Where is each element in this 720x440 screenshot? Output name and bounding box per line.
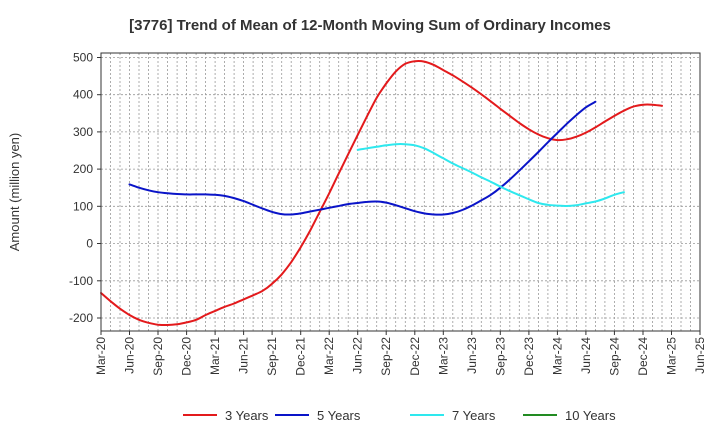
plot-area-frame xyxy=(100,52,701,332)
y-tick-label: 100 xyxy=(73,199,93,213)
y-tick-label: -100 xyxy=(69,274,93,288)
y-tick-label: 0 xyxy=(86,237,93,251)
y-tick-label: 300 xyxy=(73,125,93,139)
x-axis-ticks: Mar-20 Jun-20 Sep-20 Dec-20 Mar-21 Jun-21 Sep-… xyxy=(94,331,707,376)
x-tick-label: Sep-22 xyxy=(379,337,393,376)
legend-label-10-years: 10 Years xyxy=(565,408,616,423)
x-tick-label: Sep-20 xyxy=(151,337,165,376)
x-tick-label: Dec-24 xyxy=(636,337,650,376)
chart-title: [3776] Trend of Mean of 12-Month Moving … xyxy=(129,17,611,34)
x-tick-label: Mar-25 xyxy=(665,337,679,375)
x-tick-label: Sep-24 xyxy=(607,337,621,376)
x-tick-label: Jun-22 xyxy=(351,337,365,374)
y-tick-label: -200 xyxy=(69,311,93,325)
x-tick-label: Dec-20 xyxy=(180,337,194,376)
legend-label-3-years: 3 Years xyxy=(225,408,269,423)
legend: 3 Years 5 Years 7 Years 10 Years xyxy=(183,408,616,423)
legend-label-5-years: 5 Years xyxy=(317,408,361,423)
x-tick-label: Dec-23 xyxy=(522,337,536,376)
x-tick-label: Jun-25 xyxy=(693,337,707,374)
x-tick-label: Mar-20 xyxy=(94,337,108,375)
series-line-3-years xyxy=(100,59,663,327)
grid-lines xyxy=(101,53,700,331)
x-tick-label: Jun-21 xyxy=(237,337,251,374)
x-tick-label: Mar-23 xyxy=(436,337,450,375)
x-tick-label: Sep-23 xyxy=(493,337,507,376)
y-axis-label: Amount (million yen) xyxy=(7,133,22,252)
x-tick-label: Dec-22 xyxy=(408,337,422,376)
x-tick-label: Dec-21 xyxy=(294,337,308,376)
series-line-5-years xyxy=(128,100,597,216)
x-tick-label: Sep-21 xyxy=(265,337,279,376)
x-tick-label: Jun-23 xyxy=(465,337,479,374)
series-lines xyxy=(100,59,663,327)
series-line-7-years xyxy=(356,143,625,207)
x-tick-label: Mar-24 xyxy=(550,337,564,375)
y-axis-ticks: -200 -100 0 100 200 300 400 500 xyxy=(69,51,101,325)
x-tick-label: Jun-20 xyxy=(123,337,137,374)
legend-label-7-years: 7 Years xyxy=(452,408,496,423)
x-tick-label: Mar-21 xyxy=(208,337,222,375)
x-tick-label: Jun-24 xyxy=(579,337,593,374)
x-tick-label: Mar-22 xyxy=(322,337,336,375)
y-tick-label: 500 xyxy=(73,51,93,65)
y-tick-label: 400 xyxy=(73,88,93,102)
y-tick-label: 200 xyxy=(73,162,93,176)
